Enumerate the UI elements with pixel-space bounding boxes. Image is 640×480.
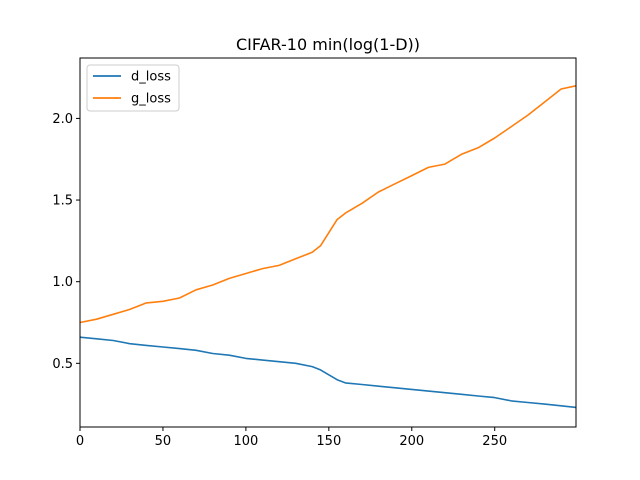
legend: d_loss g_loss [86,64,180,112]
x-tick-label: 200 [399,434,424,449]
y-tick-label: 1.0 [52,275,73,290]
y-tick-label: 2.0 [52,112,73,127]
legend-label-g-loss: g_loss [131,92,171,107]
legend-label-d-loss: d_loss [131,70,171,85]
x-tick-label: 50 [155,434,172,449]
series-line-g-loss [79,85,577,324]
plot-area [79,85,577,409]
plot-frame [79,57,577,428]
chart-title: CIFAR-10 min(log(1-D)) [236,35,420,54]
x-tick-label: 250 [482,434,507,449]
series-line-d-loss [79,336,577,409]
x-tick-label: 100 [233,434,258,449]
x-tick-label: 150 [316,434,341,449]
y-tick-label: 0.5 [52,357,73,372]
x-tick-label: 0 [76,434,84,449]
axes: 0 50 100 150 200 250 0.5 1.0 1.5 2.0 [52,57,577,449]
y-tick-label: 1.5 [52,194,73,209]
